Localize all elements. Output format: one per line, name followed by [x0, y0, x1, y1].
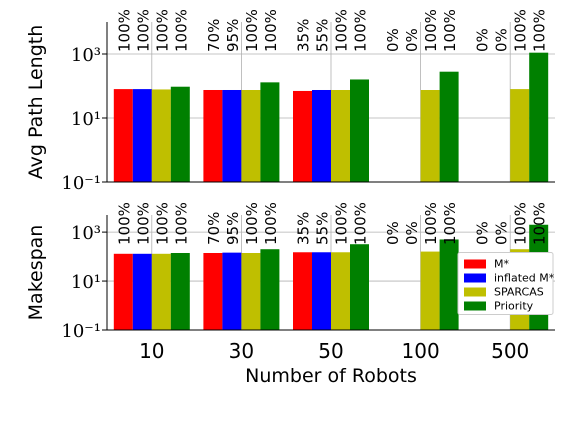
y-tick-label: 10¹ [71, 272, 101, 293]
success-label: 35% [295, 212, 313, 245]
y-axis-label: Avg Path Length [25, 25, 47, 180]
success-label: 100% [115, 202, 133, 245]
success-label: 100% [172, 202, 190, 245]
bar [331, 252, 350, 330]
success-label: 0% [384, 221, 402, 245]
x-tick-label: 100 [402, 339, 440, 363]
bar [170, 253, 190, 330]
bar [222, 252, 242, 330]
bar [132, 253, 152, 330]
bar [510, 89, 530, 182]
success-label: 100% [441, 9, 459, 52]
legend-label: inflated M* [494, 272, 555, 285]
bar [113, 89, 133, 182]
legend-swatch [464, 273, 486, 283]
success-label: 70% [205, 19, 223, 52]
success-label: 100% [153, 202, 171, 245]
success-label: 0% [403, 28, 421, 52]
success-label: 100% [333, 202, 351, 245]
success-label: 100% [422, 202, 440, 245]
success-label: 100% [243, 9, 261, 52]
x-tick-label: 10 [139, 339, 164, 363]
success-label: 55% [314, 212, 332, 245]
legend-swatch [464, 301, 486, 311]
success-label: 95% [224, 19, 242, 52]
bar [241, 253, 261, 330]
bar [439, 239, 459, 330]
success-label: 100% [134, 9, 152, 52]
x-tick-label: 50 [318, 339, 343, 363]
success-label: 100% [512, 202, 530, 245]
y-tick-label: 10¹ [71, 109, 101, 130]
legend-swatch [464, 287, 486, 297]
bar [529, 52, 549, 183]
success-label: 100% [531, 202, 549, 245]
bar [293, 252, 312, 330]
legend-label: M* [494, 258, 509, 271]
bar [113, 253, 133, 330]
y-tick-label: 10⁻¹ [61, 173, 101, 194]
y-axis-label: Makespan [25, 225, 47, 321]
bar [350, 79, 369, 182]
success-label: 0% [474, 221, 492, 245]
success-label: 0% [493, 28, 511, 52]
success-label: 100% [422, 9, 440, 52]
bar [439, 71, 459, 182]
success-label: 100% [243, 202, 261, 245]
success-label: 35% [295, 19, 313, 52]
bar [293, 90, 312, 182]
success-label: 100% [352, 9, 370, 52]
success-label: 100% [153, 9, 171, 52]
success-label: 100% [262, 202, 280, 245]
legend-label: SPARCAS [494, 286, 544, 299]
success-label: 0% [493, 221, 511, 245]
success-label: 0% [474, 28, 492, 52]
bar [151, 89, 171, 182]
success-label: 55% [314, 19, 332, 52]
x-axis-label: Number of Robots [245, 365, 417, 387]
success-label: 0% [384, 28, 402, 52]
bar [132, 89, 152, 182]
success-label: 100% [134, 202, 152, 245]
bar [312, 89, 331, 182]
y-tick-label: 10⁻¹ [61, 321, 101, 342]
x-tick-label: 500 [491, 339, 529, 363]
success-label: 100% [115, 9, 133, 52]
success-label: 0% [403, 221, 421, 245]
success-label: 100% [333, 9, 351, 52]
bar [260, 82, 280, 182]
bar [151, 253, 171, 330]
bar [420, 251, 440, 330]
legend-swatch [464, 259, 486, 269]
legend-label: Priority [494, 300, 534, 313]
bar [350, 244, 369, 330]
success-label: 100% [172, 9, 190, 52]
y-tick-label: 10³ [71, 223, 101, 244]
success-label: 100% [262, 9, 280, 52]
success-label: 100% [531, 9, 549, 52]
success-label: 100% [441, 202, 459, 245]
bar [222, 89, 242, 182]
bar [420, 89, 440, 182]
bar [331, 89, 350, 182]
y-tick-label: 10³ [71, 45, 101, 66]
success-label: 100% [512, 9, 530, 52]
bar [241, 89, 261, 182]
success-label: 95% [224, 212, 242, 245]
success-label: 100% [352, 202, 370, 245]
success-label: 70% [205, 212, 223, 245]
x-tick-label: 30 [229, 339, 254, 363]
bar [260, 249, 280, 330]
bar [203, 89, 223, 182]
bar [312, 252, 331, 330]
bar [203, 253, 223, 330]
bar [170, 86, 190, 182]
